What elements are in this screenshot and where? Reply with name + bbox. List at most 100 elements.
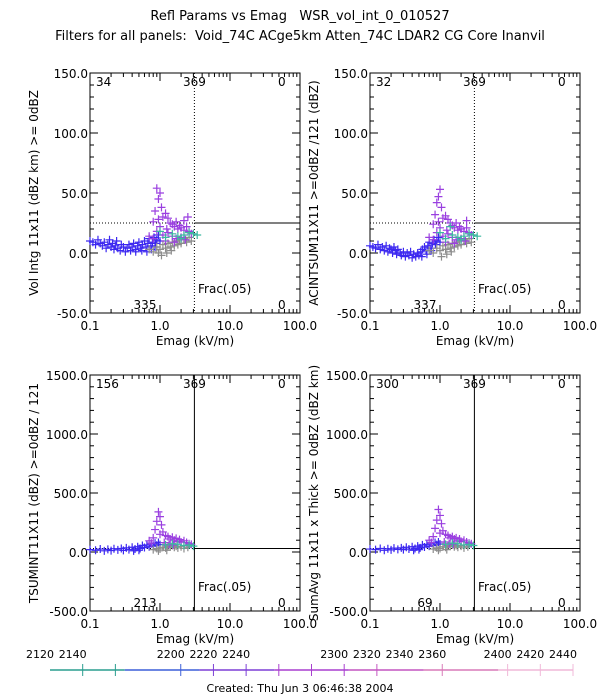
data-point-gray <box>156 245 164 254</box>
data-point-purple <box>157 520 166 529</box>
data-point-blue <box>96 545 105 554</box>
x-tick-label: 1.0 <box>150 319 169 333</box>
data-point-blue <box>131 247 140 256</box>
data-point-purple <box>452 219 461 227</box>
data-point-gray <box>166 243 175 251</box>
y-tick-label: -50.0 <box>57 307 88 321</box>
y-tick-label: 1500.0 <box>46 369 88 383</box>
data-point-blue <box>373 240 382 249</box>
data-point-purple <box>149 217 158 226</box>
y-tick-label: 100.0 <box>54 127 88 141</box>
colorbar-label: 2240 <box>222 648 250 661</box>
data-point-gray <box>162 546 171 555</box>
data-point-purple <box>157 203 166 212</box>
data-point-purple <box>434 505 443 514</box>
data-point-gray <box>442 250 451 259</box>
data-point-blue <box>109 544 118 553</box>
x-axis-label: Emag (kV/m) <box>436 632 514 646</box>
x-tick-label: 10.0 <box>217 617 244 631</box>
data-point-gray <box>434 546 443 555</box>
x-tick-label: 1.0 <box>430 617 449 631</box>
data-point-purple <box>151 207 160 215</box>
data-point-purple <box>182 222 191 231</box>
data-point-gray <box>446 244 455 253</box>
frac-label: Frac(.05) <box>478 580 531 594</box>
data-point-blue <box>91 240 100 249</box>
x-axis-label: Emag (kV/m) <box>156 334 234 348</box>
colorbar-label: 2140 <box>59 648 87 661</box>
data-point-purple <box>181 235 190 244</box>
data-point-teal <box>173 540 182 549</box>
data-point-teal <box>161 540 170 549</box>
data-point-purple <box>154 195 163 203</box>
data-point-gray <box>145 245 154 254</box>
data-point-purple <box>429 532 438 541</box>
count-bottom-mid: 69 <box>417 596 432 610</box>
panel-1: 0.1 1.0 10.0 100.0 -50.0 0.0 50.0 100.0 150.0 Ema… <box>27 67 317 348</box>
data-point-gray <box>429 249 438 257</box>
data-point-purple <box>434 217 443 226</box>
data-point-purple <box>154 215 163 224</box>
data-point-purple <box>436 529 444 538</box>
data-point-blue <box>109 245 118 254</box>
data-point-blue <box>380 246 389 255</box>
y-tick-label: 500.0 <box>54 487 88 501</box>
data-point-purple <box>436 511 444 520</box>
data-point-teal <box>177 234 186 243</box>
chart-canvas: 0.1 1.0 10.0 100.0 -50.0 0.0 50.0 100.0 150.0 Ema… <box>26 67 597 676</box>
x-axis-label: Emag (kV/m) <box>436 334 514 348</box>
x-tick-label: 100.0 <box>563 319 597 333</box>
y-tick-label: -50.0 <box>337 307 368 321</box>
data-point-purple <box>170 238 179 247</box>
x-tick-label: 0.1 <box>360 319 379 333</box>
y-tick-label: 0.0 <box>349 546 368 560</box>
data-point-blue <box>408 253 417 262</box>
count-top-left: 34 <box>96 75 111 89</box>
count-top-right: 0 <box>278 75 286 89</box>
data-point-blue <box>119 243 128 251</box>
data-point-gray <box>149 545 158 554</box>
count-top-left: 32 <box>376 75 391 89</box>
data-point-purple <box>450 239 459 248</box>
y-tick-label: 0.0 <box>69 247 88 261</box>
data-point-purple <box>172 217 181 226</box>
data-point-blue <box>378 243 387 251</box>
x-axis-label: Emag (kV/m) <box>156 632 234 646</box>
y-axis-label: TSUMINT11X11 (dBZ) >=0dBZ / 121 <box>27 383 41 604</box>
data-point-teal <box>193 231 202 239</box>
panel-3: 0.1 1.0 10.0 100.0 -500.0 0.0 500.0 1000.0 1500.… <box>27 369 317 646</box>
data-point-gray <box>425 246 434 255</box>
y-tick-label: 1500.0 <box>326 369 368 383</box>
data-point-blue <box>121 247 130 256</box>
panel-4: 0.1 1.0 10.0 100.0 -500.0 0.0 500.0 1000.0 1500.… <box>307 365 597 646</box>
data-point-blue <box>126 246 135 255</box>
data-point-purple <box>461 237 470 245</box>
data-point-purple <box>429 220 438 229</box>
data-point-blue <box>129 239 138 248</box>
x-tick-label: 1.0 <box>430 319 449 333</box>
data-point-teal <box>457 235 466 244</box>
x-tick-label: 10.0 <box>497 617 524 631</box>
data-point-teal <box>465 229 474 238</box>
count-top-right: 0 <box>558 75 566 89</box>
count-top-mid: 369 <box>463 377 486 391</box>
data-point-purple <box>427 538 436 547</box>
data-point-purple <box>179 216 188 225</box>
frac-label: Frac(.05) <box>478 282 531 296</box>
count-top-left: 156 <box>96 377 119 391</box>
count-bottom-right: 0 <box>278 298 286 312</box>
data-point-purple <box>425 233 434 242</box>
count-bottom-mid: 337 <box>414 298 437 312</box>
colorbar-label: 2420 <box>516 648 544 661</box>
data-point-gray <box>429 545 438 554</box>
data-point-purple <box>443 229 452 238</box>
data-point-blue <box>129 546 138 555</box>
data-point-blue <box>389 544 398 553</box>
data-point-purple <box>437 519 446 528</box>
y-tick-label: 150.0 <box>334 67 368 81</box>
frac-label: Frac(.05) <box>198 282 251 296</box>
data-point-purple <box>431 524 440 533</box>
data-point-blue <box>376 544 385 553</box>
plot-frame <box>369 72 581 314</box>
data-point-gray <box>161 244 170 253</box>
